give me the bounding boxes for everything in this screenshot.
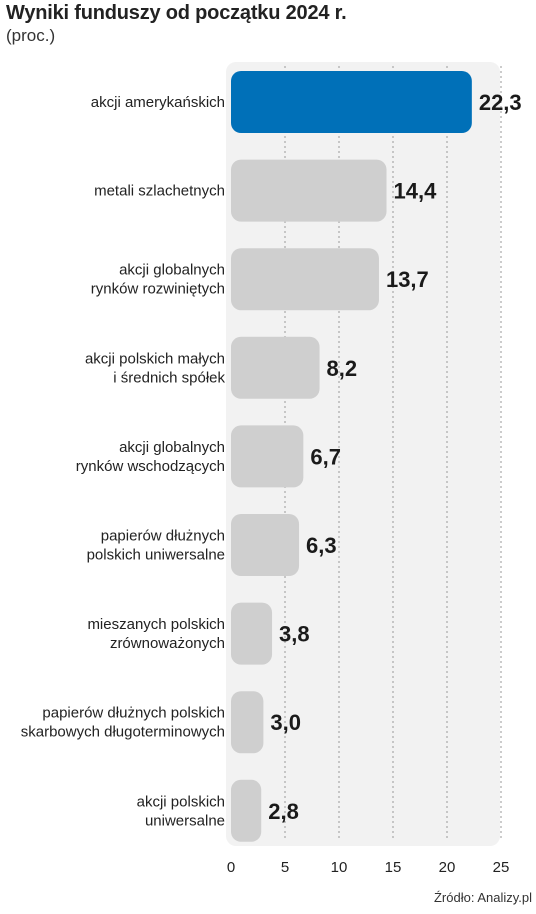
value-label-5: 6,7 <box>310 444 341 469</box>
value-label-3: 13,7 <box>386 267 429 292</box>
value-label-2: 14,4 <box>394 179 438 204</box>
bar-7 <box>231 602 273 665</box>
category-label-5: akcji globalnych rynków wschodzących <box>76 439 225 475</box>
value-label-9: 2,8 <box>268 799 299 824</box>
value-label-7: 3,8 <box>279 622 310 647</box>
bar-2 <box>231 159 387 222</box>
x-tick-15: 15 <box>385 859 402 876</box>
category-label-2: metali szlachetnych <box>94 183 225 200</box>
x-tick-20: 20 <box>439 859 456 876</box>
chart-title: Wyniki funduszy od początku 2024 r. <box>6 2 347 24</box>
category-label-1: akcji amerykańskich <box>91 94 225 111</box>
bar-8 <box>231 691 264 754</box>
source-note: Źródło: Analizy.pl <box>433 890 532 905</box>
bar-4 <box>231 336 320 399</box>
category-label-7: mieszanych polskich zrównoważonych <box>87 616 225 652</box>
bar-3 <box>231 248 379 311</box>
bar-6 <box>231 514 300 576</box>
x-tick-0: 0 <box>227 859 235 876</box>
value-label-8: 3,0 <box>270 710 301 735</box>
category-label-3: akcji globalnych rynków rozwiniętych <box>91 262 225 298</box>
category-label-9: akcji polskich uniwersalne <box>137 793 225 829</box>
bar-5 <box>231 425 304 488</box>
x-tick-5: 5 <box>281 859 289 876</box>
bar-1 <box>231 71 472 133</box>
category-label-8: papierów dłużnych polskich skarbowych dłu… <box>21 705 225 741</box>
value-label-6: 6,3 <box>306 533 337 558</box>
category-label-4: akcji polskich małych i średnich spółek <box>85 350 226 386</box>
value-label-4: 8,2 <box>327 356 358 381</box>
category-label-6: papierów dłużnych polskich uniwersalne <box>87 528 225 564</box>
x-tick-10: 10 <box>331 859 348 876</box>
value-label-1: 22,3 <box>479 90 522 115</box>
x-tick-25: 25 <box>493 859 510 876</box>
chart-subtitle: (proc.) <box>6 26 56 45</box>
bar-9 <box>231 779 262 842</box>
